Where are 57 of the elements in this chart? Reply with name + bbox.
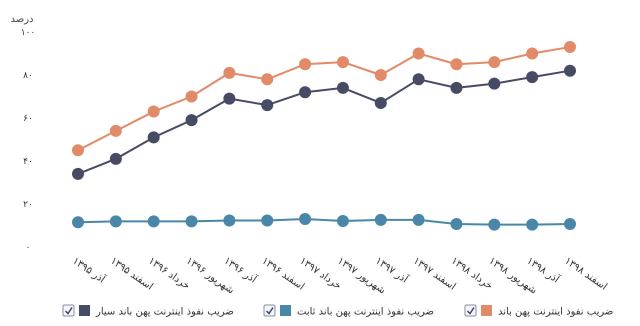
point <box>488 218 500 231</box>
point <box>299 213 312 226</box>
legend-label: ضریب نفوذ اینترنت پهن باند ثابت <box>297 306 434 318</box>
point <box>564 41 576 54</box>
y-tick-label: ۸۰ <box>23 71 33 82</box>
y-tick-label: ۲۰ <box>23 200 33 210</box>
point <box>450 218 462 230</box>
y-axis-title: درصد <box>10 14 34 25</box>
x-tick-label: آذر ۱۳۹۸ <box>524 254 563 286</box>
y-tick-label: ۱۰۰ <box>20 28 36 38</box>
point <box>148 215 160 228</box>
point <box>412 214 425 226</box>
x-tick-label: آذر ۱۳۹۶ <box>222 254 260 286</box>
point <box>223 214 236 227</box>
point <box>186 114 198 126</box>
point <box>223 66 236 79</box>
point <box>374 69 387 81</box>
point <box>526 71 538 84</box>
point <box>412 73 425 86</box>
y-tick-label: ۴۰ <box>23 157 33 168</box>
point <box>526 218 538 231</box>
legend-label: ضریب نفوذ اینترنت پهن باند <box>498 306 614 318</box>
point <box>526 48 538 60</box>
point <box>110 215 122 228</box>
point <box>564 218 576 230</box>
y-tick-label: ۰ <box>26 243 30 254</box>
point <box>186 215 198 228</box>
x-tick-label: آذر ۱۳۹۵ <box>70 254 109 286</box>
point <box>336 82 349 94</box>
point <box>261 214 274 227</box>
point <box>450 82 462 94</box>
point <box>450 58 462 70</box>
point <box>299 86 312 98</box>
legend-label: ضریب نفوذ اینترنت پهن باند سیار <box>95 306 234 318</box>
point <box>261 99 274 112</box>
point <box>488 56 500 68</box>
point <box>110 152 122 165</box>
point <box>223 92 236 105</box>
point <box>148 106 160 118</box>
point <box>72 216 84 228</box>
point <box>148 131 160 144</box>
point <box>336 56 349 68</box>
x-tick-label: اسفند ۱۳۹۸ <box>562 255 609 293</box>
point <box>488 78 500 90</box>
x-tick-label: آذر ۱۳۹۷ <box>373 254 412 286</box>
point <box>72 144 84 156</box>
point <box>412 48 425 60</box>
y-tick-label: ۶۰ <box>23 114 33 124</box>
point <box>336 214 349 227</box>
point <box>261 73 274 86</box>
point <box>299 58 312 70</box>
point <box>564 64 576 77</box>
point <box>186 90 198 102</box>
point <box>110 124 122 137</box>
point <box>374 96 387 109</box>
point <box>374 214 387 226</box>
point <box>72 168 84 180</box>
